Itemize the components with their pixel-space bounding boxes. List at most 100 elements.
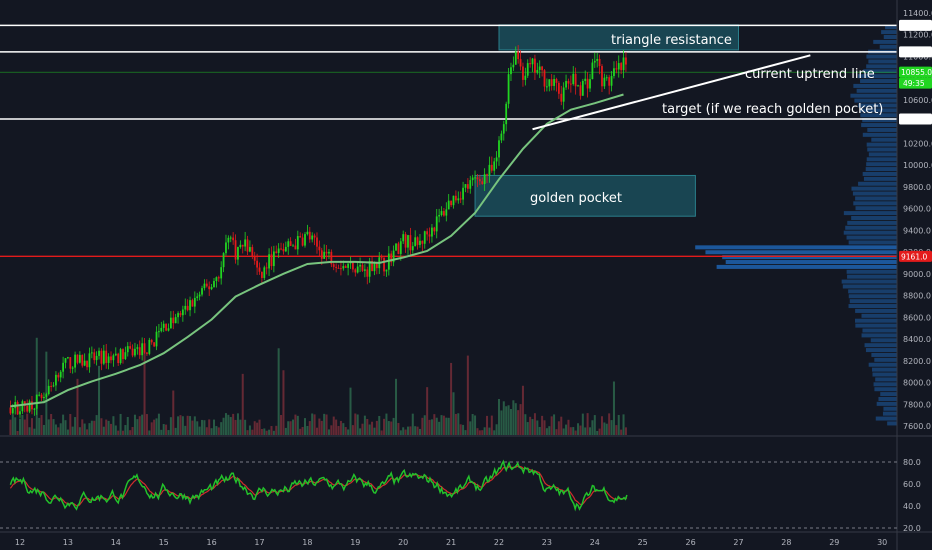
volume-bar <box>450 362 453 435</box>
candle-body <box>222 253 225 268</box>
volume-bar <box>320 420 323 435</box>
candle-body <box>397 243 400 254</box>
candle-body <box>596 58 599 61</box>
volume-bar <box>569 427 572 435</box>
candle-body <box>146 352 148 354</box>
volume-profile <box>695 25 897 426</box>
volume-profile-bar <box>848 240 897 245</box>
countdown-tag <box>899 77 932 89</box>
volume-bar <box>354 413 357 435</box>
volume-bar <box>100 418 103 435</box>
volume-bar <box>241 373 244 435</box>
volume-bar <box>177 416 180 435</box>
candle-body <box>225 242 227 254</box>
candle-body <box>67 357 69 359</box>
volume-bar <box>263 428 266 435</box>
candle-body <box>395 243 397 251</box>
candle-body <box>100 350 103 364</box>
volume-profile-bar <box>882 411 897 416</box>
volume-bar <box>229 417 232 435</box>
candle-body <box>478 179 481 182</box>
volume-profile-bar <box>865 167 897 172</box>
golden-pocket-zone <box>474 174 696 217</box>
candle-body <box>371 260 373 272</box>
candle-body <box>268 254 270 269</box>
current-price-tag <box>899 66 932 78</box>
candle-body <box>107 356 110 363</box>
volume-bar <box>483 427 486 435</box>
volume-profile-bar <box>849 299 897 304</box>
volume-bar <box>35 337 38 435</box>
time-tick-label: 14 <box>111 538 121 547</box>
volume-bar <box>421 417 424 435</box>
candle-body <box>457 198 460 201</box>
volume-bar <box>414 426 417 435</box>
volume-bar <box>411 413 414 435</box>
volume-profile-bar <box>716 264 897 269</box>
volume-bar <box>172 390 175 435</box>
candle-body <box>500 133 503 141</box>
volume-profile-bar <box>881 30 897 35</box>
candle-body <box>136 347 139 349</box>
candle-body <box>354 269 357 273</box>
volume-profile-bar <box>856 88 897 93</box>
volume-bar <box>347 429 350 435</box>
volume-profile-bar <box>843 211 897 216</box>
candle-body <box>519 59 522 67</box>
candle-body <box>330 251 333 265</box>
volume-profile-bar <box>874 357 897 362</box>
volume-bar <box>90 420 93 435</box>
candle-body <box>143 343 146 353</box>
candle-body <box>172 317 175 324</box>
candle-body <box>124 352 127 360</box>
volume-bar <box>311 413 314 435</box>
price-level-tag-label: 11285.5 <box>901 21 932 30</box>
volume-bar <box>210 428 213 435</box>
candle-body <box>191 300 194 307</box>
volume-bar <box>620 429 623 435</box>
volume-profile-bar <box>862 132 897 137</box>
candle-body <box>134 348 136 356</box>
volume-profile-bar <box>880 392 897 397</box>
candle-body <box>129 346 132 349</box>
volume-bar <box>189 416 192 435</box>
candle-body <box>304 234 306 246</box>
candle-body <box>11 408 14 414</box>
price-level-tag <box>899 46 932 58</box>
price-tick-label: 9400.0 <box>903 226 931 235</box>
volume-bar <box>253 421 256 435</box>
price-tick-label: 9800.0 <box>903 183 931 192</box>
time-tick-label: 13 <box>63 538 73 547</box>
volume-profile-bar <box>841 279 897 284</box>
volume-bar <box>21 414 24 435</box>
candle-body <box>493 161 496 171</box>
candle-body <box>361 264 364 271</box>
volume-bar <box>469 421 472 435</box>
candle-body <box>373 262 376 272</box>
volume-profile-bar <box>858 103 897 108</box>
volume-bar <box>232 413 235 435</box>
volume-bar <box>617 414 620 435</box>
candle-body <box>514 51 517 65</box>
candle-body <box>299 236 302 238</box>
candle-body <box>476 177 479 180</box>
price-tick-label: 7800.0 <box>903 400 931 409</box>
candle-body <box>57 374 60 378</box>
candle-body <box>86 360 88 368</box>
volume-bar <box>117 430 120 435</box>
candle-body <box>574 73 577 87</box>
volume-bar <box>543 420 546 435</box>
time-tick-label: 28 <box>781 538 791 547</box>
time-tick-label: 25 <box>638 538 648 547</box>
volume-bar <box>466 355 469 435</box>
candle-body <box>258 267 261 272</box>
price-tick-label: 8600.0 <box>903 313 931 322</box>
candle-body <box>263 267 266 278</box>
volume-bar <box>153 419 156 435</box>
candle-body <box>126 346 129 353</box>
volume-bar <box>445 417 448 435</box>
time-tick-label: 18 <box>302 538 312 547</box>
candle-body <box>615 68 618 70</box>
volume-profile-bar <box>873 382 897 387</box>
time-tick-label: 12 <box>15 538 25 547</box>
